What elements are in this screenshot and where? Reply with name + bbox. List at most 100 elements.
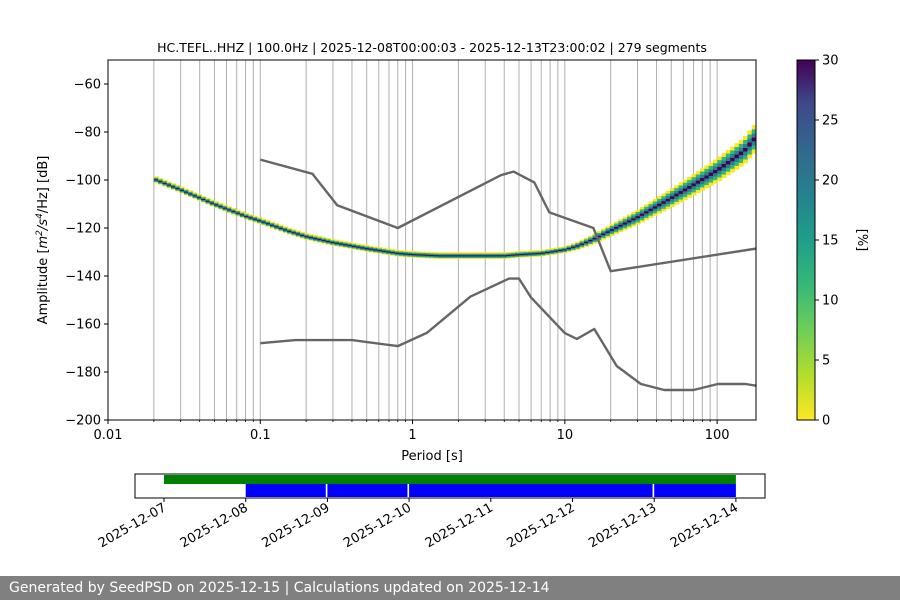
psd-density-cell — [463, 253, 469, 255]
psd-density-cell — [579, 242, 585, 244]
psd-density-cell — [704, 171, 710, 176]
psd-density-cell — [351, 246, 357, 248]
psd-density-cell — [334, 245, 340, 247]
psd-density-cell — [162, 179, 168, 182]
psd-density-cell — [751, 145, 756, 150]
psd-density-cell — [192, 192, 198, 194]
psd-density-cell — [725, 167, 731, 172]
psd-density-cell — [665, 190, 671, 194]
psd-density-cell — [218, 207, 224, 209]
psd-density-cell — [558, 247, 564, 250]
psd-density-cell — [244, 212, 250, 215]
psd-density-cell — [747, 150, 753, 155]
psd-density-cell — [562, 250, 568, 253]
psd-density-cell — [424, 257, 430, 259]
psd-density-cell — [476, 255, 482, 258]
psd-density-cell — [700, 168, 705, 172]
psd-density-cell — [678, 199, 684, 203]
psd-density-cell — [175, 190, 181, 192]
psd-density-cell — [424, 255, 430, 257]
psd-density-cell — [244, 214, 250, 217]
psd-density-cell — [192, 193, 198, 195]
psd-density-cell — [377, 247, 383, 250]
psd-density-cell — [721, 156, 727, 161]
psd-density-cell — [717, 166, 723, 171]
psd-density-cell — [601, 236, 607, 239]
psd-density-cell — [403, 250, 409, 252]
colorbar-tick-label: 30 — [822, 54, 839, 69]
psd-density-cell — [463, 254, 469, 257]
psd-density-cell — [691, 186, 697, 190]
psd-density-cell — [399, 251, 404, 253]
psd-density-cell — [605, 229, 611, 232]
psd-density-cell — [497, 252, 503, 254]
psd-density-cell — [153, 176, 159, 178]
timeline-date-label: 2025-12-10 — [341, 500, 414, 551]
psd-density-cell — [515, 252, 521, 255]
psd-density-cell — [300, 232, 305, 235]
psd-density-cell — [355, 243, 361, 245]
psd-density-cell — [605, 230, 611, 233]
psd-density-cell — [536, 251, 542, 254]
psd-density-cell — [188, 193, 194, 196]
psd-density-cell — [442, 253, 447, 255]
psd-density-cell — [386, 251, 392, 253]
psd-density-cell — [515, 254, 521, 257]
psd-density-cell — [407, 253, 413, 255]
psd-density-cell — [704, 168, 710, 173]
psd-density-cell — [407, 255, 413, 257]
psd-density-cell — [678, 182, 684, 186]
psd-density-cell — [278, 224, 284, 227]
psd-density-cell — [442, 256, 447, 259]
psd-density-cell — [437, 252, 443, 254]
psd-density-cell — [381, 248, 387, 250]
psd-density-cell — [317, 237, 323, 240]
psd-density-cell — [166, 185, 172, 187]
psd-density-cell — [515, 252, 521, 254]
psd-density-cell — [644, 204, 650, 207]
psd-density-cell — [321, 242, 327, 244]
psd-density-cell — [618, 222, 624, 225]
psd-density-cell — [355, 245, 361, 247]
psd-density-cell — [566, 246, 572, 249]
psd-density-cell — [700, 171, 705, 175]
psd-density-cell — [493, 255, 499, 258]
psd-density-cell — [691, 183, 697, 187]
psd-density-cell — [278, 228, 284, 230]
psd-density-cell — [295, 234, 301, 237]
psd-density-cell — [622, 222, 628, 225]
psd-density-cell — [493, 254, 499, 256]
psd-density-cell — [304, 238, 310, 240]
psd-density-cell — [304, 236, 310, 239]
psd-density-cell — [351, 244, 357, 246]
psd-density-cell — [743, 135, 748, 140]
psd-density-cell — [394, 255, 400, 257]
psd-density-cell — [411, 256, 417, 258]
psd-density-cell — [558, 246, 564, 249]
psd-density-cell — [575, 241, 581, 244]
psd-density-cell — [558, 252, 564, 254]
psd-density-cell — [162, 184, 168, 186]
psd-density-cell — [635, 220, 641, 223]
psd-density-cell — [153, 180, 159, 183]
psd-density-cell — [631, 211, 637, 215]
psd-density-cell — [721, 170, 727, 175]
psd-density-cell — [343, 243, 348, 245]
psd-density-cell — [476, 254, 482, 256]
psd-density-cell — [355, 246, 361, 248]
psd-density-cell — [558, 249, 564, 251]
psd-density-cell — [734, 154, 740, 159]
psd-density-cell — [631, 218, 637, 221]
psd-density-cell — [411, 255, 417, 257]
psd-density-cell — [549, 252, 555, 255]
psd-density-cell — [166, 181, 172, 183]
colorbar-tick-label: 15 — [822, 234, 839, 249]
psd-density-cell — [545, 248, 551, 251]
y-tick-label: −100 — [65, 174, 101, 189]
psd-density-cell — [635, 215, 641, 219]
psd-density-cell — [274, 225, 280, 227]
psd-density-cell — [454, 255, 460, 258]
psd-density-cell — [510, 256, 516, 259]
psd-density-cell — [364, 246, 370, 249]
psd-density-cell — [360, 244, 366, 246]
